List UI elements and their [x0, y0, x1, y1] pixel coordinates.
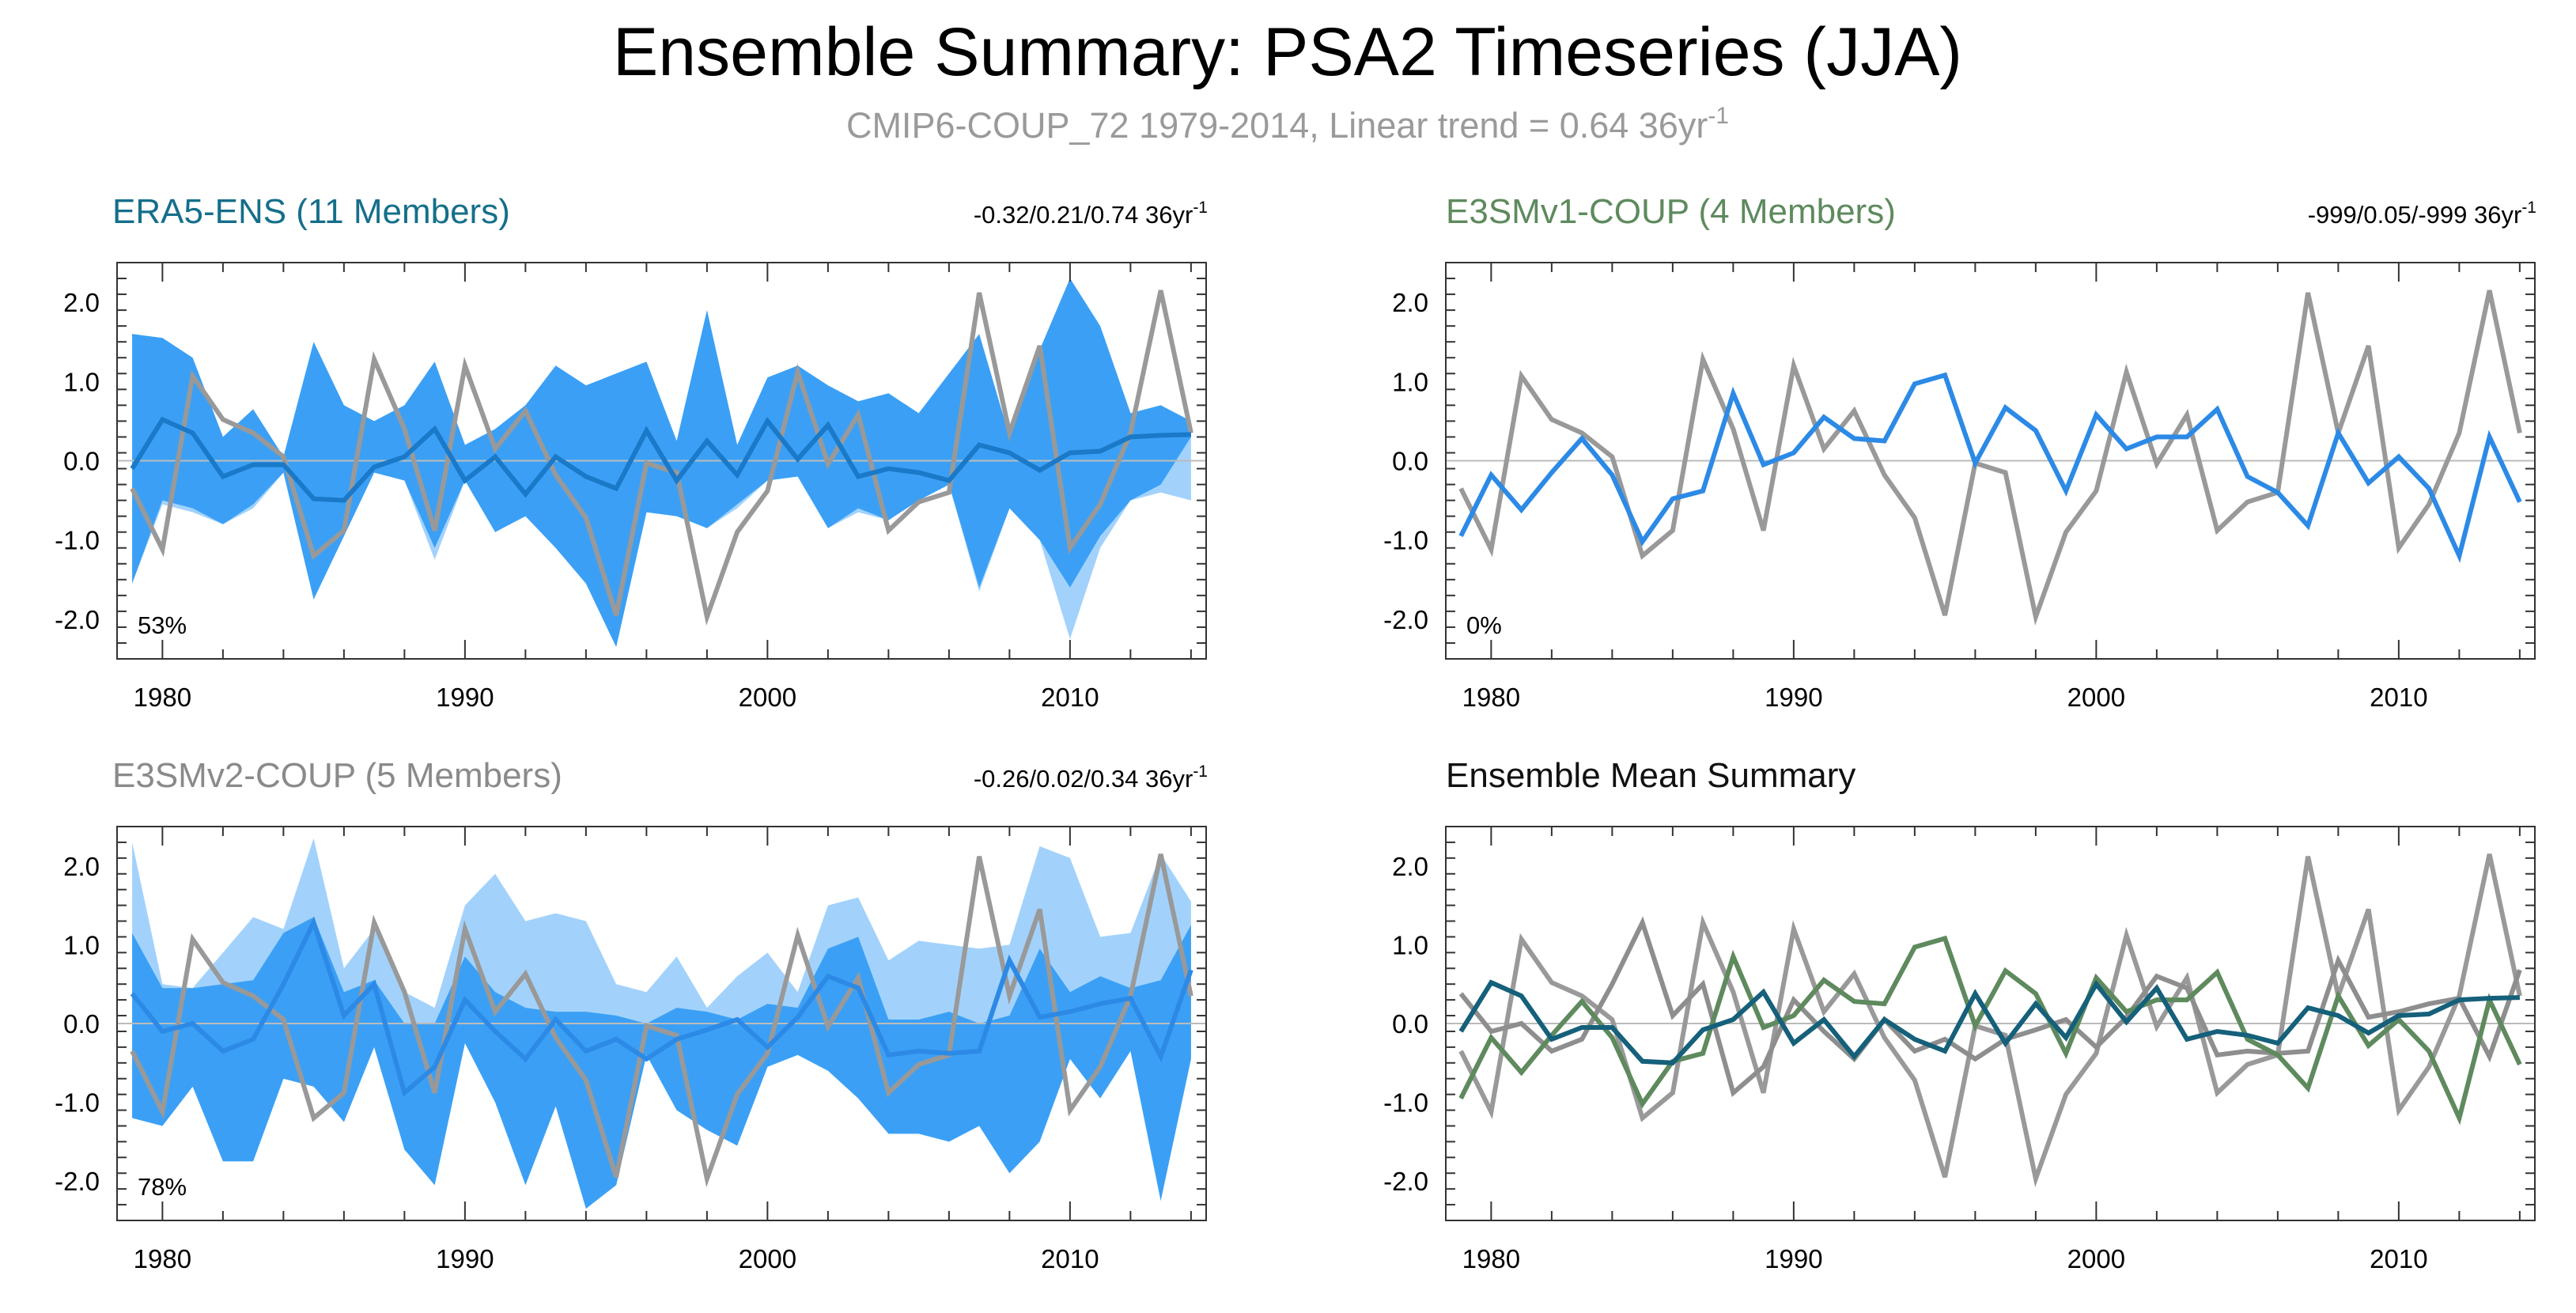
- x-tick-label: 2010: [2370, 683, 2427, 712]
- y-tick-label: 0.0: [1392, 1009, 1428, 1039]
- x-tick-label: 1980: [1462, 1244, 1520, 1273]
- plot-area: [1446, 289, 2535, 626]
- observed-line: [130, 289, 1193, 626]
- panel-title: E3SMv2-COUP (5 Members): [112, 756, 562, 795]
- y-tick-label: -1.0: [55, 1088, 100, 1118]
- observed-line: [1458, 853, 2522, 1188]
- percent-label: 78%: [138, 1173, 187, 1201]
- series-line-e3smv1-coup: [1458, 935, 2522, 1126]
- y-tick-label: -1.0: [1383, 526, 1428, 555]
- series-line-e3smv2-coup: [1458, 916, 2522, 1097]
- y-tick-label: -1.0: [1383, 1088, 1428, 1118]
- panel-title: E3SMv1-COUP (4 Members): [1446, 192, 1896, 231]
- series-line-era5-ens: [1458, 979, 2520, 1065]
- y-tick-label: 0.0: [63, 1009, 100, 1039]
- panel-stats: -0.32/0.21/0.74 36yr-1: [974, 199, 1208, 229]
- ensemble-mean-line: [130, 416, 1191, 503]
- figure-title: Ensemble Summary: PSA2 Timeseries (JJA): [613, 14, 1962, 90]
- x-tick-label: 1980: [134, 683, 191, 712]
- x-tick-label: 1980: [134, 1244, 191, 1273]
- x-tick-label: 1990: [436, 1244, 494, 1273]
- y-tick-label: 1.0: [63, 930, 100, 959]
- y-tick-label: 0.0: [63, 447, 100, 476]
- x-tick-label: 2010: [2370, 1244, 2427, 1273]
- x-tick-label: 1990: [436, 683, 494, 712]
- plot-frame: [1445, 262, 2536, 660]
- x-tick-label: 2000: [739, 1244, 796, 1273]
- panel-e3smv2: E3SMv2-COUP (5 Members) -0.26/0.02/0.34 3…: [55, 756, 1208, 1273]
- y-tick-label: -2.0: [1383, 1167, 1428, 1196]
- observed-line: [130, 853, 1193, 1188]
- x-tick-label: 1980: [1462, 683, 1520, 712]
- panel-era5: ERA5-ENS (11 Members) -0.32/0.21/0.74 36y…: [55, 192, 1208, 712]
- percent-label: 0%: [1466, 611, 1502, 639]
- plot-frame: [1445, 826, 2536, 1221]
- x-tick-label: 2000: [2067, 1244, 2125, 1273]
- x-tick-label: 2000: [739, 683, 796, 712]
- panel-ensemble-mean-summary: Ensemble Mean Summary 2.0 1.0 0.0 -1.0 -2.0 19…: [1383, 756, 2536, 1273]
- y-tick-label: -2.0: [55, 605, 100, 634]
- x-tick-label: 2010: [1041, 1244, 1099, 1273]
- x-tick-label: 1990: [1765, 683, 1822, 712]
- figure-subtitle: CMIP6-COUP_72 1979-2014, Linear trend = …: [846, 103, 1729, 146]
- y-tick-label: 1.0: [63, 367, 100, 396]
- observed-line: [1458, 289, 2522, 626]
- spread-band-dark: [132, 278, 1191, 647]
- y-tick-label: 2.0: [1392, 852, 1428, 881]
- panel-title: ERA5-ENS (11 Members): [112, 192, 510, 231]
- y-tick-label: 2.0: [63, 288, 100, 317]
- figure-subtitle-main: CMIP6-COUP_72 1979-2014, Linear trend = …: [846, 105, 1708, 146]
- panel-stats: -0.26/0.02/0.34 36yr-1: [974, 762, 1208, 793]
- y-tick-label: -2.0: [55, 1167, 100, 1196]
- plot-area: [117, 838, 1206, 1209]
- x-tick-label: 2000: [2067, 683, 2125, 712]
- y-tick-label: 0.0: [1392, 447, 1428, 476]
- x-tick-label: 2010: [1041, 683, 1099, 712]
- y-tick-label: 1.0: [1392, 930, 1428, 959]
- plot-frame: [116, 826, 1207, 1221]
- ensemble-mean-line: [130, 916, 1193, 1097]
- x-tick-label: 1990: [1765, 1244, 1822, 1273]
- plot-area: [117, 278, 1206, 647]
- y-tick-label: 2.0: [1392, 288, 1428, 317]
- figure-subtitle-exponent: -1: [1708, 103, 1729, 129]
- ensemble-mean-line: [1458, 372, 2522, 563]
- y-tick-label: 2.0: [63, 852, 100, 881]
- y-tick-label: -1.0: [55, 526, 100, 555]
- panel-title: Ensemble Mean Summary: [1446, 756, 1855, 795]
- y-tick-label: 1.0: [1392, 367, 1428, 396]
- spread-band-dark: [132, 917, 1191, 1209]
- plot-area: [1446, 853, 2535, 1188]
- plot-frame: [116, 262, 1207, 660]
- y-tick-label: -2.0: [1383, 605, 1428, 634]
- percent-label: 53%: [138, 611, 187, 639]
- panel-stats: -999/0.05/-999 36yr-1: [2308, 199, 2536, 229]
- panel-e3smv1: E3SMv1-COUP (4 Members) -999/0.05/-999 36…: [1383, 192, 2536, 712]
